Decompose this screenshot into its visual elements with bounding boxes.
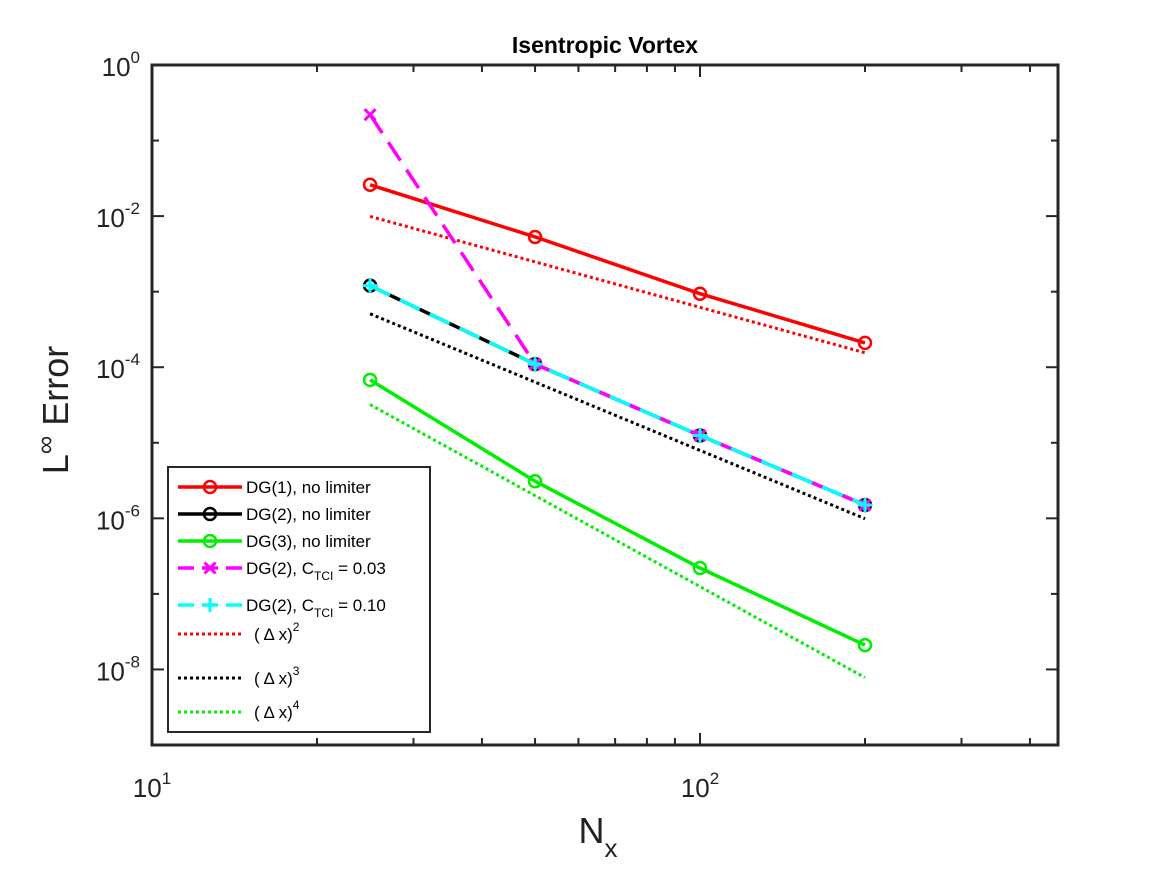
legend-entry-dg-1-no-limiter: DG(1), no limiter bbox=[178, 478, 371, 497]
x-tick-label: 102 bbox=[681, 769, 719, 803]
series-dg-2-c-tci-0-10-point bbox=[528, 357, 543, 372]
legend-label: DG(3), no limiter bbox=[246, 532, 371, 551]
ticks-layer: 101 102 100 10-2 10-4 10-6 10-8 bbox=[96, 48, 1058, 803]
legend-marker bbox=[203, 561, 217, 575]
series-dg-1-no-limiter-point bbox=[527, 229, 543, 245]
y-tick-label: 10-6 bbox=[96, 501, 140, 535]
series-dg-2-c-tci-0-10-point bbox=[857, 498, 872, 513]
series-dg-3-no-limiter-line bbox=[369, 378, 866, 647]
series-x-4-line bbox=[369, 403, 866, 679]
series-layer bbox=[362, 108, 873, 679]
series-dg-3-no-limiter bbox=[362, 372, 873, 653]
legend-label: DG(1), no limiter bbox=[246, 478, 371, 497]
legend-entry-x-4: ( Δ x)4 bbox=[178, 698, 300, 722]
series-dg-1-no-limiter-point bbox=[362, 177, 378, 193]
legend-label: ( Δ x)4 bbox=[254, 698, 300, 722]
series-dg-2-c-tci-0-10-point bbox=[363, 278, 378, 293]
series-dg-3-no-limiter-point bbox=[857, 637, 873, 653]
legend-entry-dg-3-no-limiter: DG(3), no limiter bbox=[178, 532, 371, 551]
x-tick-label: 101 bbox=[133, 769, 171, 803]
legend: DG(1), no limiter DG(2), no limiter DG(3),… bbox=[167, 466, 431, 733]
series-dg-2-c-tci-0-03-point bbox=[363, 108, 377, 122]
legend-label: ( Δ x)3 bbox=[254, 664, 300, 688]
series-dg-3-no-limiter-point bbox=[692, 560, 708, 576]
plot-frame bbox=[150, 63, 1060, 747]
series-dg-2-c-tci-0-03-line bbox=[368, 113, 866, 507]
legend-label: ( Δ x)2 bbox=[254, 620, 300, 644]
series-dg-3-no-limiter-point bbox=[527, 473, 543, 489]
series-dg-1-no-limiter-point bbox=[692, 286, 708, 301]
series-x-3-line bbox=[369, 312, 866, 521]
y-tick-label: 10-4 bbox=[96, 350, 140, 384]
y-axis-label: L∞ Error bbox=[30, 346, 76, 475]
legend-marker bbox=[203, 598, 217, 612]
legend-entry-x-2: ( Δ x)2 bbox=[178, 620, 300, 644]
series-dg-2-c-tci-0-10 bbox=[363, 278, 872, 513]
series-dg-1-no-limiter bbox=[362, 177, 873, 351]
legend-marker bbox=[202, 506, 218, 522]
legend-label: DG(2), CTCI = 0.10 bbox=[246, 596, 386, 620]
series-dg-3-no-limiter-point bbox=[362, 372, 378, 388]
legend-entry-dg-2-no-limiter: DG(2), no limiter bbox=[178, 505, 371, 524]
legend-label: DG(2), no limiter bbox=[246, 505, 371, 524]
legend-entry-x-3: ( Δ x)3 bbox=[178, 664, 300, 688]
legend-box bbox=[167, 466, 431, 733]
series-dg-1-no-limiter-point bbox=[857, 335, 873, 351]
x-axis-label: Nx bbox=[579, 810, 618, 863]
legend-entry-dg-2-c-tci-0-10: DG(2), CTCI = 0.10 bbox=[178, 596, 386, 620]
series-dg-1-no-limiter-line bbox=[369, 183, 866, 345]
chart-title: Isentropic Vortex bbox=[512, 32, 698, 58]
y-tick-label: 10-2 bbox=[96, 199, 140, 233]
y-tick-label: 10-8 bbox=[96, 652, 140, 686]
legend-marker bbox=[202, 533, 218, 549]
series-x-3 bbox=[369, 312, 866, 521]
y-tick-label: 100 bbox=[102, 48, 140, 82]
legend-marker bbox=[202, 479, 218, 495]
series-x-4 bbox=[369, 403, 866, 679]
series-dg-2-c-tci-0-10-line bbox=[369, 284, 866, 507]
legend-entry-dg-2-c-tci-0-03: DG(2), CTCI = 0.03 bbox=[178, 559, 386, 583]
series-dg-2-c-tci-0-10-point bbox=[693, 428, 708, 443]
legend-label: DG(2), CTCI = 0.03 bbox=[246, 559, 386, 583]
